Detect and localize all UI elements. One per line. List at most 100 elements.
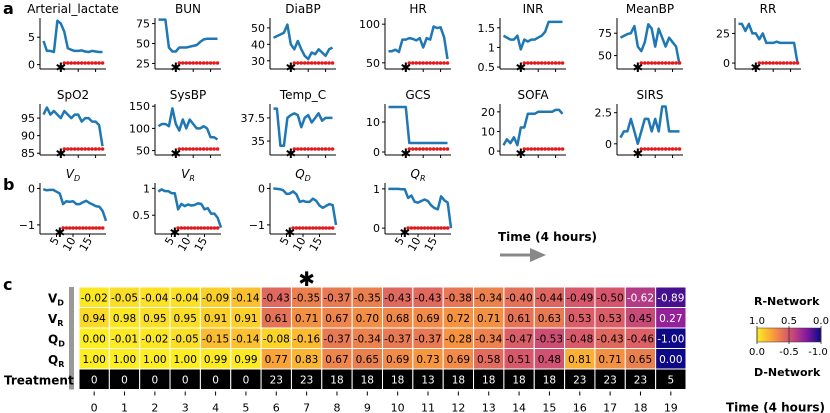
treatment-dot (301, 226, 305, 230)
treatment-dot (550, 61, 554, 65)
cell-value: -0.43 (384, 292, 411, 304)
treatment-dot (778, 61, 782, 65)
x-tick-label: 4 (212, 402, 219, 413)
cell-value: -0.15 (202, 333, 229, 345)
treatment-dot (184, 147, 189, 151)
treatment-dot (79, 147, 84, 151)
treatment-dot (209, 226, 213, 230)
treatment-dot (100, 147, 105, 151)
treatment-dot (292, 147, 297, 151)
treatment-dot (299, 147, 304, 151)
treatment-dot (417, 147, 422, 151)
x-tick-label: 7 (303, 402, 310, 413)
cell-value: -0.34 (475, 333, 502, 345)
x-tick-label: 19 (664, 402, 678, 413)
subplot: GCS 0 10 ✱ (366, 88, 451, 162)
treatment-value: 23 (634, 374, 647, 386)
cell-value: 0.61 (507, 313, 530, 325)
star-marker: ✱ (169, 226, 180, 241)
row-bracket (69, 287, 74, 390)
cell-value: -0.01 (111, 333, 138, 345)
x-tick-label: 10 (391, 402, 405, 413)
series-line (502, 108, 564, 147)
cell-value: -0.14 (232, 333, 259, 345)
treatment-dot (557, 147, 561, 151)
subplot-title: SysBP (170, 88, 206, 102)
treatment-dot (771, 61, 776, 65)
treatment-dot (529, 147, 534, 151)
cell-value: -0.48 (566, 333, 593, 345)
star-marker: ✱ (750, 61, 761, 76)
y-tick-label: 100 (129, 122, 150, 135)
y-tick-label: 30 (251, 55, 265, 68)
treatment-dot (429, 226, 434, 230)
star-marker: ✱ (285, 61, 296, 76)
x-tick-label: 8 (333, 402, 340, 413)
cell-value: -0.37 (323, 333, 350, 345)
cell-value: -0.40 (505, 292, 532, 304)
y-tick-label: 0 (28, 182, 35, 195)
treatment-dot (90, 61, 94, 65)
treatment-dot (316, 61, 321, 65)
treatment-dot (417, 61, 422, 65)
treatment-value: 0 (121, 374, 128, 386)
treatment-dot (677, 61, 682, 65)
treatment-dot (439, 226, 443, 230)
subplot: HR 50 100 ✱ (359, 2, 451, 76)
treatment-dot (327, 61, 331, 65)
y-tick-label: 0 (723, 57, 730, 70)
treatment-dot (431, 147, 436, 151)
treatment-dot (412, 226, 417, 230)
subplot: MeanBP 50 75 ✱ (598, 2, 683, 76)
treatment-dot (546, 147, 551, 151)
cell-value: -0.09 (202, 292, 229, 304)
x-tick-label: 9 (364, 402, 371, 413)
y-tick-label: 50 (251, 22, 265, 35)
series-line (157, 188, 223, 229)
colorbar: R-Network 1.0 0.5 0.0 0.0 -0.5 -1.0 D-Ne… (749, 295, 829, 379)
treatment-dot (212, 147, 216, 151)
treatment-label: Treatment (4, 373, 74, 387)
treatment-dot (426, 226, 430, 230)
cell-value: 0.69 (416, 313, 439, 325)
treatment-dot (529, 61, 534, 65)
subplot-title: QD (295, 167, 311, 183)
row-label: VD (48, 291, 64, 307)
cell-value: -0.53 (536, 333, 563, 345)
y-tick-label: 50 (136, 38, 150, 51)
treatment-dot (192, 226, 197, 230)
cell-value: -0.16 (293, 333, 320, 345)
treatment-dot (764, 61, 769, 65)
y-tick-label: 20 (481, 106, 495, 119)
cell-value: -0.04 (172, 292, 199, 304)
cell-value: -0.46 (627, 333, 654, 345)
y-tick-label: 1 (488, 41, 495, 54)
cell-value: 0.95 (174, 313, 197, 325)
treatment-dot (69, 147, 74, 151)
treatment-dot (543, 147, 547, 151)
series-line (42, 19, 103, 54)
treatment-dot (532, 61, 537, 65)
treatment-dot (330, 147, 335, 151)
treatment-dot (72, 147, 77, 151)
treatment-dot (646, 147, 651, 151)
treatment-dot (435, 61, 439, 65)
treatment-dot (407, 147, 412, 151)
treatment-dot (294, 226, 299, 230)
star-marker: ✱ (399, 226, 410, 241)
treatment-dot (409, 226, 414, 230)
cell-value: -0.89 (657, 292, 684, 304)
cell-value: -0.37 (384, 333, 411, 345)
x-tick-label: 15 (77, 235, 95, 254)
x-tick-label: 10 (60, 235, 78, 254)
y-tick-label: 10 (481, 125, 495, 138)
treatment-dot (194, 147, 199, 151)
treatment-dot (182, 226, 187, 230)
treatment-value: 18 (391, 374, 404, 386)
series-line (388, 25, 449, 60)
treatment-dot (97, 61, 101, 65)
treatment-dot (65, 61, 70, 65)
treatment-dot (445, 61, 450, 65)
treatment-dot (407, 61, 412, 65)
